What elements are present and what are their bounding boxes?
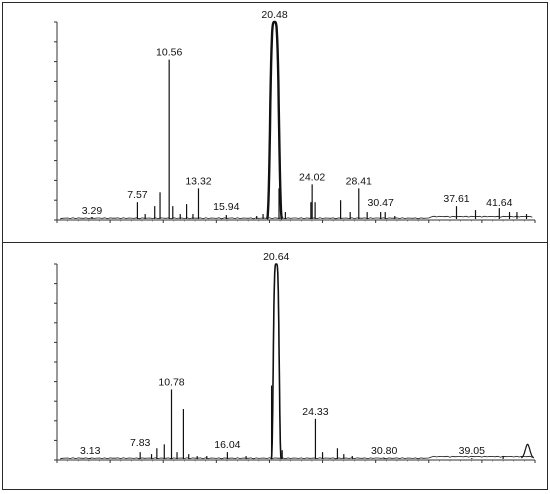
panel-1-peak-label: 7.57 xyxy=(127,189,148,201)
panel-2-peak-label: 16.04 xyxy=(214,439,240,451)
panel-2-peak-label: 7.83 xyxy=(130,437,151,449)
panel-2-baseline-trace xyxy=(60,455,533,460)
panel-1-peak-label: 30.47 xyxy=(368,197,394,209)
panel-1-peak-label: 28.41 xyxy=(346,175,372,187)
panel-1-peak-label: 3.29 xyxy=(82,205,103,217)
panel-1-peak-label: 41.64 xyxy=(486,197,512,209)
panel-1-group: 3.29 7.57 10.56 13.32 15.94 20.48 24.02 28.41 30… xyxy=(54,9,536,223)
panel-2-group: 3.13 7.83 10.78 16.04 20.64 24.33 30.80 39.05 xyxy=(54,251,536,463)
panel-divider xyxy=(2,242,548,243)
panel-1-peak-label: 37.61 xyxy=(443,193,469,205)
panel-2-peak-label: 3.13 xyxy=(80,445,101,457)
panel-1-peak-label: 10.56 xyxy=(156,47,182,59)
panel-2-peak-label: 24.33 xyxy=(302,406,328,418)
panel-2-peak-label: 20.64 xyxy=(263,251,289,263)
panel-1-peak-label: 24.02 xyxy=(299,171,325,183)
panel-2-peak-label: 10.78 xyxy=(158,376,184,388)
panel-2-peak-label: 39.05 xyxy=(459,445,485,457)
panel-1-peak-label: 20.48 xyxy=(261,9,287,21)
panel-1-peak-label: 13.32 xyxy=(185,175,211,187)
panel-1-peak-label: 15.94 xyxy=(213,201,239,213)
panel-2-peak-label: 30.80 xyxy=(371,445,397,457)
panel-2-tail-peak xyxy=(520,443,535,459)
panel-2-main-peak xyxy=(270,263,283,460)
panel-1-main-peak xyxy=(265,20,284,220)
panel-1-baseline-trace xyxy=(60,215,533,220)
